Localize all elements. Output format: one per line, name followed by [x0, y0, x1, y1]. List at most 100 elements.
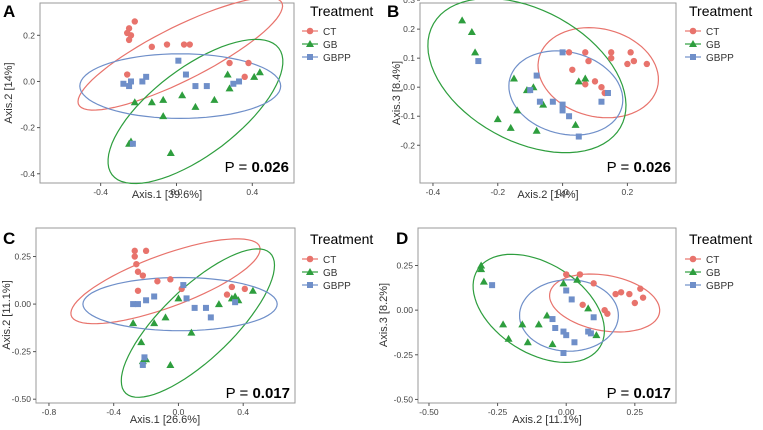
- data-point-gb: [137, 338, 146, 346]
- y-axis-label-c: Axis.2 [11.1%]: [1, 280, 13, 350]
- data-point-ct: [133, 260, 140, 268]
- data-point-gb: [506, 123, 515, 131]
- data-point-ct: [139, 272, 147, 279]
- data-point-ct: [148, 43, 156, 51]
- data-point-gbpp: [151, 293, 158, 300]
- legend-label-ct: CT: [323, 27, 336, 38]
- data-point-ct: [142, 247, 150, 255]
- legend-marker-gbpp: [307, 54, 313, 60]
- data-point-gbpp: [183, 295, 190, 302]
- points-a: [120, 18, 264, 156]
- data-point-ct: [582, 49, 589, 56]
- legend-d: Treatment CT GB GBPP: [685, 231, 752, 292]
- legend-title-c: Treatment: [310, 231, 373, 247]
- data-point-ct: [598, 83, 605, 91]
- data-point-gb: [509, 74, 518, 82]
- x-axis-label-a: Axis.1 [39.6%]: [132, 189, 202, 201]
- data-point-gbpp: [191, 304, 198, 311]
- data-point-ct: [607, 49, 615, 56]
- data-point-gbpp: [475, 58, 482, 65]
- axis-ticks-c: -0.8 -0.4 0.0 0.4 -0.50 -0.25 0.00 0.25: [12, 252, 250, 417]
- x-tick-label: 0.25: [627, 407, 644, 417]
- data-point-ct: [624, 60, 631, 68]
- data-point-gbpp: [563, 287, 570, 294]
- legend-label-gbpp: GBPP: [323, 281, 351, 292]
- data-point-gb: [504, 334, 513, 342]
- legend-label-ct: CT: [323, 255, 336, 266]
- panel-label-a: A: [3, 2, 15, 21]
- confidence-ellipse-gb: [427, 0, 627, 154]
- data-point-ct: [630, 57, 638, 65]
- p-value-c: P = 0.017: [226, 385, 290, 402]
- data-point-ct: [639, 294, 647, 301]
- points-c: [129, 247, 257, 368]
- data-point-ct: [626, 290, 633, 298]
- data-point-gbpp: [126, 83, 133, 90]
- axis-ticks-d: -0.50 -0.25 0.00 0.25 -0.50 -0.25 0.00 0.25: [394, 261, 644, 418]
- panel-d: D -0.50 -0.25 0.00 0.25 -0.50 -0.25 0.00 0.25 A…: [378, 227, 752, 426]
- panel-label-d: D: [396, 229, 408, 248]
- data-point-ct: [180, 41, 188, 48]
- y-axis-label-b: Axis.3 [8.4%]: [391, 61, 403, 125]
- data-point-gb: [539, 100, 548, 108]
- data-point-gb: [513, 106, 522, 114]
- legend-marker-ct: [689, 255, 697, 263]
- data-point-gb: [255, 68, 264, 76]
- data-point-ct: [134, 268, 142, 275]
- data-point-ct: [582, 81, 589, 88]
- x-tick-label: 0.4: [237, 407, 249, 417]
- data-point-gb: [573, 275, 582, 283]
- data-point-gb: [584, 304, 593, 312]
- p-value-a: P = 0.026: [225, 159, 289, 176]
- y-tick-label: 0.25: [14, 252, 31, 262]
- confidence-ellipse-gb: [120, 248, 276, 398]
- plot-panel-d: [417, 227, 677, 404]
- data-point-gb: [161, 313, 170, 321]
- data-point-ct: [579, 301, 586, 308]
- data-point-gbpp: [533, 72, 540, 79]
- data-point-ct: [131, 247, 138, 255]
- data-point-gbpp: [604, 90, 611, 96]
- data-point-ct: [569, 66, 576, 73]
- data-point-ct: [245, 59, 252, 67]
- panel-label-c: C: [3, 229, 15, 248]
- data-point-ct: [585, 57, 592, 65]
- x-tick-label: -0.4: [426, 187, 441, 197]
- data-point-ct: [134, 287, 142, 294]
- y-tick-label: 0.2: [403, 24, 415, 34]
- legend-label-gbpp: GBPP: [323, 53, 351, 64]
- y-tick-label: -0.50: [394, 394, 414, 404]
- data-point-ct: [576, 271, 584, 278]
- legend-item-gb: GB: [685, 268, 721, 279]
- y-tick-label: -0.4: [20, 169, 35, 179]
- data-point-gb: [210, 95, 219, 103]
- data-point-gbpp: [571, 339, 578, 346]
- legend-label-ct: CT: [706, 255, 719, 266]
- data-point-gbpp: [560, 328, 567, 335]
- data-point-gb: [248, 286, 257, 294]
- x-tick-label: 0.2: [621, 187, 633, 197]
- x-axis-label-c: Axis.1 [26.6%]: [130, 414, 200, 426]
- legend-a: Treatment CT GB GBPP: [302, 3, 373, 64]
- x-axis-label-b: Axis.2 [14%]: [517, 189, 578, 201]
- data-point-gbpp: [129, 140, 136, 147]
- data-point-gb: [559, 279, 568, 287]
- data-point-gb: [574, 77, 583, 85]
- y-tick-label: 0.00: [14, 299, 31, 309]
- data-point-gb: [499, 320, 508, 328]
- data-point-gbpp: [568, 296, 575, 303]
- data-point-gb: [467, 28, 476, 36]
- data-point-gbpp: [559, 107, 566, 114]
- data-point-gb: [471, 48, 480, 56]
- legend-marker-ct: [306, 27, 314, 35]
- data-point-gb: [191, 102, 200, 110]
- data-point-ct: [591, 78, 599, 85]
- legend-marker-gbpp: [690, 282, 696, 288]
- panel-a: A -0.4 0.0 0.4 -0.4 -0.2 0.0 0.2 Axis.1 [39.6%…: [3, 0, 373, 201]
- legend-item-gb: GB: [685, 40, 721, 51]
- data-point-gbpp: [139, 361, 146, 368]
- data-point-ct: [631, 299, 639, 307]
- confidence-ellipse-gb: [107, 38, 284, 185]
- data-point-gb: [129, 319, 138, 327]
- data-point-gbpp: [207, 314, 214, 321]
